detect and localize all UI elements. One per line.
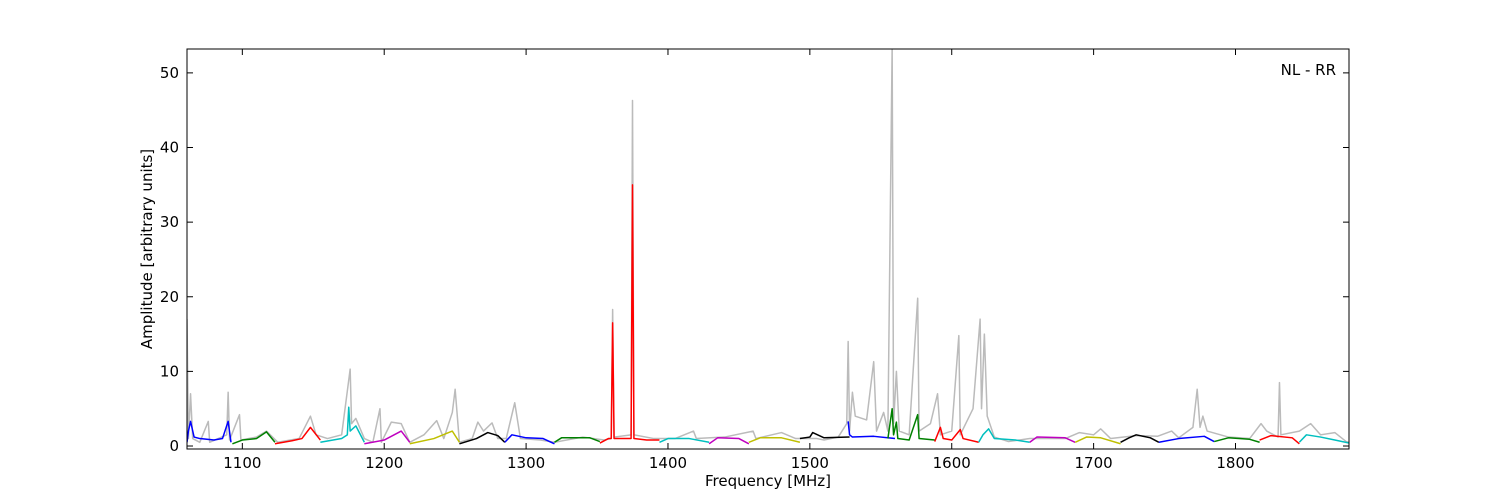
subband-line <box>978 428 1030 444</box>
y-tick-label: 30 <box>160 213 179 231</box>
x-tick-label: 1200 <box>365 454 403 472</box>
x-tick-label: 1100 <box>223 454 261 472</box>
x-tick-label: 1400 <box>649 454 687 472</box>
subband-line <box>187 420 232 443</box>
subband-line <box>504 434 555 445</box>
y-tick-label: 20 <box>160 288 179 306</box>
subband-line <box>934 426 979 444</box>
subband-line <box>748 437 801 444</box>
subband-line <box>409 430 461 445</box>
x-axis-label: Frequency [MHz] <box>705 472 831 490</box>
subband-line <box>1259 434 1300 445</box>
subband-line <box>1120 434 1160 443</box>
subband-line <box>599 184 660 444</box>
axes-frame <box>186 48 1350 450</box>
subband-line <box>847 421 896 440</box>
y-tick-label: 0 <box>169 437 179 455</box>
y-tick-label: 40 <box>160 139 179 157</box>
subband-line <box>1074 436 1121 445</box>
subband-line <box>799 431 850 440</box>
subband-line <box>320 406 366 444</box>
subband-line <box>274 426 321 445</box>
x-tick-label: 1700 <box>1075 454 1113 472</box>
plot-area <box>187 49 1349 445</box>
subband-line <box>1214 437 1260 443</box>
y-axis-label: Amplitude [arbitrary units] <box>138 149 156 349</box>
y-tick-label: 10 <box>160 362 179 380</box>
x-tick-label: 1800 <box>1216 454 1254 472</box>
subband-line <box>459 431 506 445</box>
subband-line <box>887 407 935 441</box>
subband-line <box>708 437 750 445</box>
subband-line <box>232 431 276 445</box>
subband-line <box>554 437 601 443</box>
x-tick-label: 1600 <box>933 454 971 472</box>
annotation: NL - RR <box>1281 61 1336 79</box>
y-tick-label: 50 <box>160 64 179 82</box>
subband-line <box>1158 435 1215 444</box>
subband-line <box>1298 434 1349 444</box>
x-tick-label: 1300 <box>507 454 545 472</box>
subband-line <box>364 430 411 445</box>
background-spectrum <box>187 49 1349 444</box>
subband-line <box>1029 436 1076 443</box>
x-tick-label: 1500 <box>791 454 829 472</box>
subband-line <box>659 437 710 444</box>
